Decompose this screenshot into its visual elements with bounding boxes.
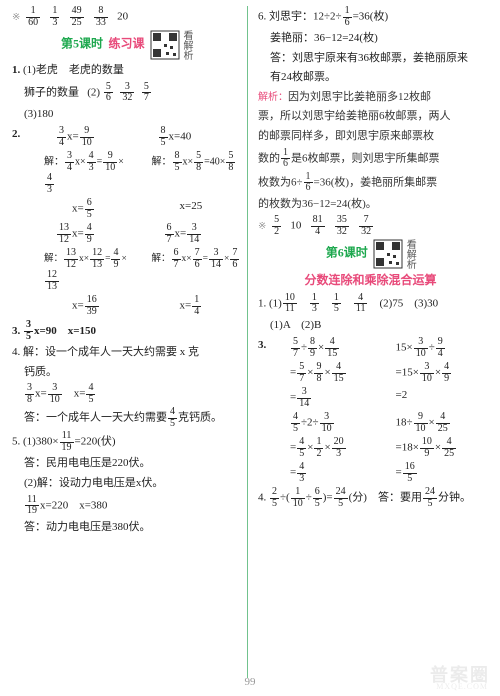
q3: 3. 35x=90 x=150 [12, 320, 241, 342]
watermark-bottom: MXQE.COM [436, 681, 488, 694]
q2-block: 2. 34x=910 85x=40 解：34x×43=910×43 解：85x×… [12, 126, 241, 317]
val: 833 [93, 11, 109, 23]
val: 4925 [69, 11, 85, 23]
star-mark: ※ [12, 12, 20, 23]
q4a: 4. 解：设一个成年人一天大约需要 x 克 [12, 344, 241, 362]
qr-code-icon [373, 239, 403, 269]
q6d: 有24枚邮票。 [270, 69, 483, 87]
right-column: 6. 刘思宇：12÷2÷16=36(枚) 姜艳丽：36−12=24(枚) 答：刘… [248, 4, 483, 680]
val: 20 [117, 11, 128, 23]
q5b: 答：民用电电压是220伏。 [24, 455, 241, 473]
lesson-label: 第5课时 [61, 37, 103, 51]
q5e: 答：动力电电压是380伏。 [24, 519, 241, 537]
lesson-header-l: 第5课时 练习课 看解析 [12, 30, 241, 60]
val: 160 [25, 11, 41, 23]
rq3-block: 3. 57÷89×415 15×310÷94 =57×98×415 =15×31… [258, 337, 483, 484]
lesson-header-r: 第6课时 看解析 [258, 239, 483, 269]
q4b: 钙质。 [24, 364, 241, 382]
top-starred-line: ※ 160 13 4925 833 20 [12, 6, 241, 28]
q5c: (2)解：设动力电电压是x伏。 [24, 475, 241, 493]
q1b: 狮子的数量 (2) 56 332 57 [24, 82, 241, 104]
rq1: 1. (1)1011 13 15 411 (2)75 (3)30 [258, 293, 483, 315]
q6c: 答：刘思宇原来有36枚邮票，姜艳丽原来 [270, 50, 483, 68]
lesson-title: 练习课 [109, 37, 145, 51]
left-column: ※ 160 13 4925 833 20 第5课时 练习课 看解析 1. (1)… [12, 4, 247, 680]
rq4: 4. 25÷(110÷65)=245(分) 答：要用245分钟。 [258, 487, 483, 509]
star-line-r: ※ 52 10 814 3532 732 [258, 215, 483, 237]
side-label: 看解析 [180, 30, 192, 60]
q6b: 姜艳丽：36−12=24(枚) [270, 30, 483, 48]
rq1b: (1)A (2)B [270, 317, 483, 335]
q1c: (3)180 [24, 106, 241, 124]
q1a: 1. (1)老虎 老虎的数量 [12, 62, 241, 80]
analysis: 解析：因为刘思宇比姜艳丽多12枚邮 [258, 89, 483, 107]
analysis-label: 解析： [258, 92, 288, 103]
q5d: 1119x=220 x=380 [24, 495, 241, 517]
page-number: 99 [245, 674, 256, 692]
q6a: 6. 刘思宇：12÷2÷16=36(枚) [258, 6, 483, 28]
q4d: 答：一个成年人一天大约需要45克钙质。 [24, 407, 241, 429]
q5a: 5. (1)380×1119=220(伏) [12, 431, 241, 453]
val: 13 [49, 11, 60, 23]
qr-code-icon [150, 30, 180, 60]
q4c: 38x=310 x=45 [24, 383, 241, 405]
